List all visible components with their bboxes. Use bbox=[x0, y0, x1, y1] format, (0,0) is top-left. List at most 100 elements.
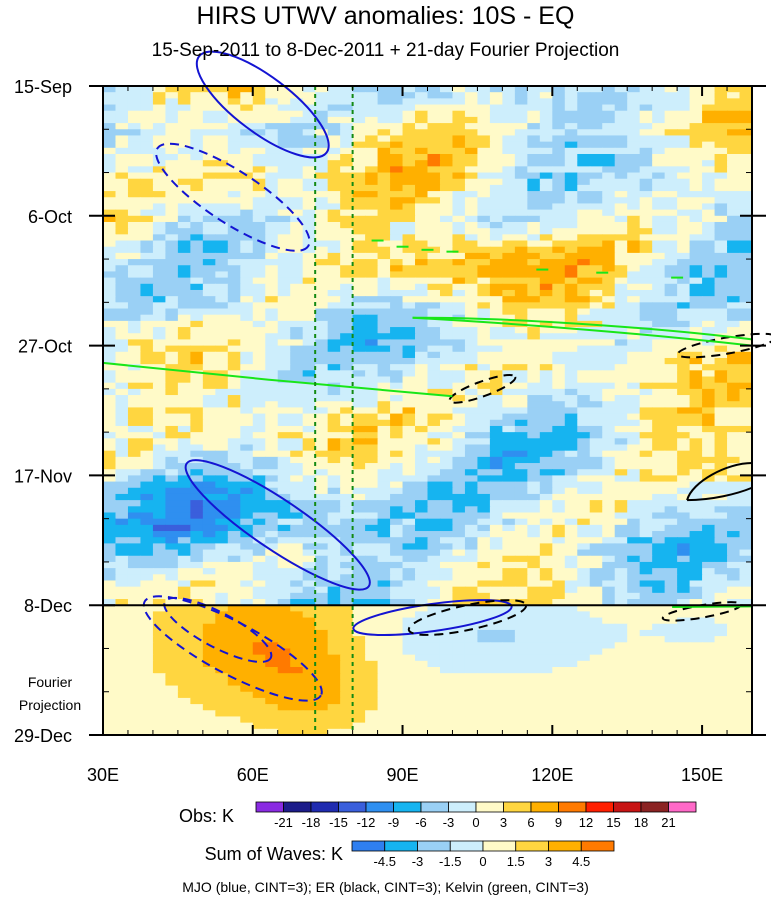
anomaly-cell bbox=[727, 469, 741, 476]
anomaly-cell bbox=[689, 228, 703, 235]
anomaly-cell bbox=[527, 320, 541, 328]
anomaly-cell bbox=[727, 320, 741, 328]
anomaly-cell bbox=[340, 339, 354, 347]
anomaly-cell bbox=[539, 327, 553, 334]
anomaly-cell bbox=[489, 463, 503, 470]
projection-cell bbox=[689, 642, 703, 650]
anomaly-cell bbox=[639, 345, 653, 353]
anomaly-cell bbox=[103, 197, 117, 205]
anomaly-cell bbox=[202, 166, 216, 174]
projection-cell bbox=[402, 660, 416, 668]
anomaly-cell bbox=[652, 277, 666, 285]
anomaly-cell bbox=[365, 135, 379, 143]
anomaly-cell bbox=[252, 351, 266, 359]
anomaly-cell bbox=[240, 327, 254, 334]
anomaly-cell bbox=[627, 531, 641, 538]
projection-cell bbox=[165, 654, 179, 662]
anomaly-cell bbox=[402, 456, 416, 464]
anomaly-cell bbox=[702, 500, 716, 507]
projection-cell bbox=[377, 629, 391, 637]
anomaly-cell bbox=[739, 92, 753, 99]
anomaly-cell bbox=[390, 413, 404, 421]
anomaly-cell bbox=[252, 345, 266, 353]
anomaly-cell bbox=[539, 543, 553, 551]
anomaly-cell bbox=[427, 289, 441, 297]
anomaly-cell bbox=[240, 283, 254, 291]
anomaly-cell bbox=[702, 147, 716, 155]
anomaly-cell bbox=[539, 364, 553, 371]
anomaly-cell bbox=[677, 469, 691, 476]
anomaly-cell bbox=[639, 475, 653, 483]
anomaly-cell bbox=[689, 351, 703, 359]
anomaly-cell bbox=[464, 191, 479, 198]
anomaly-cell bbox=[702, 481, 716, 489]
anomaly-cell bbox=[602, 524, 616, 532]
anomaly-cell bbox=[103, 568, 117, 575]
anomaly-cell bbox=[552, 289, 566, 297]
anomaly-cell bbox=[365, 364, 379, 371]
anomaly-cell bbox=[103, 438, 117, 446]
anomaly-cell bbox=[427, 252, 441, 260]
anomaly-cell bbox=[115, 327, 129, 334]
anomaly-cell bbox=[739, 178, 753, 186]
anomaly-cell bbox=[664, 147, 678, 155]
anomaly-cell bbox=[315, 289, 329, 297]
anomaly-cell bbox=[639, 450, 653, 458]
anomaly-cell bbox=[614, 425, 628, 433]
anomaly-cell bbox=[277, 215, 291, 223]
anomaly-cell bbox=[265, 221, 279, 229]
projection-cell bbox=[627, 660, 641, 668]
anomaly-cell bbox=[564, 438, 578, 446]
anomaly-cell bbox=[390, 153, 404, 161]
anomaly-cell bbox=[602, 351, 616, 359]
anomaly-cell bbox=[365, 413, 379, 421]
anomaly-cell bbox=[664, 456, 678, 464]
anomaly-cell bbox=[564, 345, 578, 353]
anomaly-cell bbox=[190, 178, 204, 186]
projection-cell bbox=[140, 636, 154, 643]
anomaly-cell bbox=[202, 116, 216, 124]
anomaly-cell bbox=[415, 215, 429, 223]
anomaly-cell bbox=[302, 86, 316, 93]
anomaly-cell bbox=[664, 351, 678, 359]
anomaly-cell bbox=[390, 376, 404, 384]
anomaly-cell bbox=[439, 339, 454, 347]
anomaly-cell bbox=[127, 388, 142, 396]
anomaly-cell bbox=[152, 333, 167, 341]
anomaly-cell bbox=[489, 574, 503, 582]
anomaly-cell bbox=[614, 228, 628, 235]
projection-cell bbox=[527, 617, 541, 625]
anomaly-cell bbox=[502, 333, 516, 341]
anomaly-cell bbox=[377, 234, 391, 242]
anomaly-cell bbox=[539, 487, 553, 495]
anomaly-cell bbox=[215, 592, 229, 600]
anomaly-cell bbox=[215, 481, 229, 489]
anomaly-cell bbox=[190, 320, 204, 328]
anomaly-cell bbox=[377, 191, 391, 198]
anomaly-cell bbox=[340, 271, 354, 279]
anomaly-cell bbox=[614, 92, 628, 99]
anomaly-cell bbox=[377, 456, 391, 464]
anomaly-cell bbox=[477, 191, 491, 198]
anomaly-cell bbox=[315, 586, 329, 594]
anomaly-cell bbox=[677, 543, 691, 551]
anomaly-cell bbox=[602, 376, 616, 384]
projection-cell bbox=[415, 654, 429, 662]
anomaly-cell bbox=[627, 549, 641, 557]
anomaly-cell bbox=[415, 327, 429, 334]
anomaly-cell bbox=[202, 252, 216, 260]
anomaly-cell bbox=[115, 506, 129, 514]
anomaly-cell bbox=[452, 265, 466, 273]
anomaly-cell bbox=[452, 246, 466, 254]
anomaly-cell bbox=[552, 351, 566, 359]
anomaly-cell bbox=[277, 135, 291, 143]
anomaly-cell bbox=[502, 388, 516, 396]
anomaly-cell bbox=[527, 425, 541, 433]
anomaly-cell bbox=[352, 599, 366, 606]
anomaly-cell bbox=[552, 382, 566, 390]
anomaly-cell bbox=[577, 302, 591, 310]
anomaly-cell bbox=[652, 537, 666, 544]
anomaly-cell bbox=[552, 345, 566, 353]
projection-cell bbox=[365, 648, 379, 656]
anomaly-cell bbox=[152, 444, 167, 452]
